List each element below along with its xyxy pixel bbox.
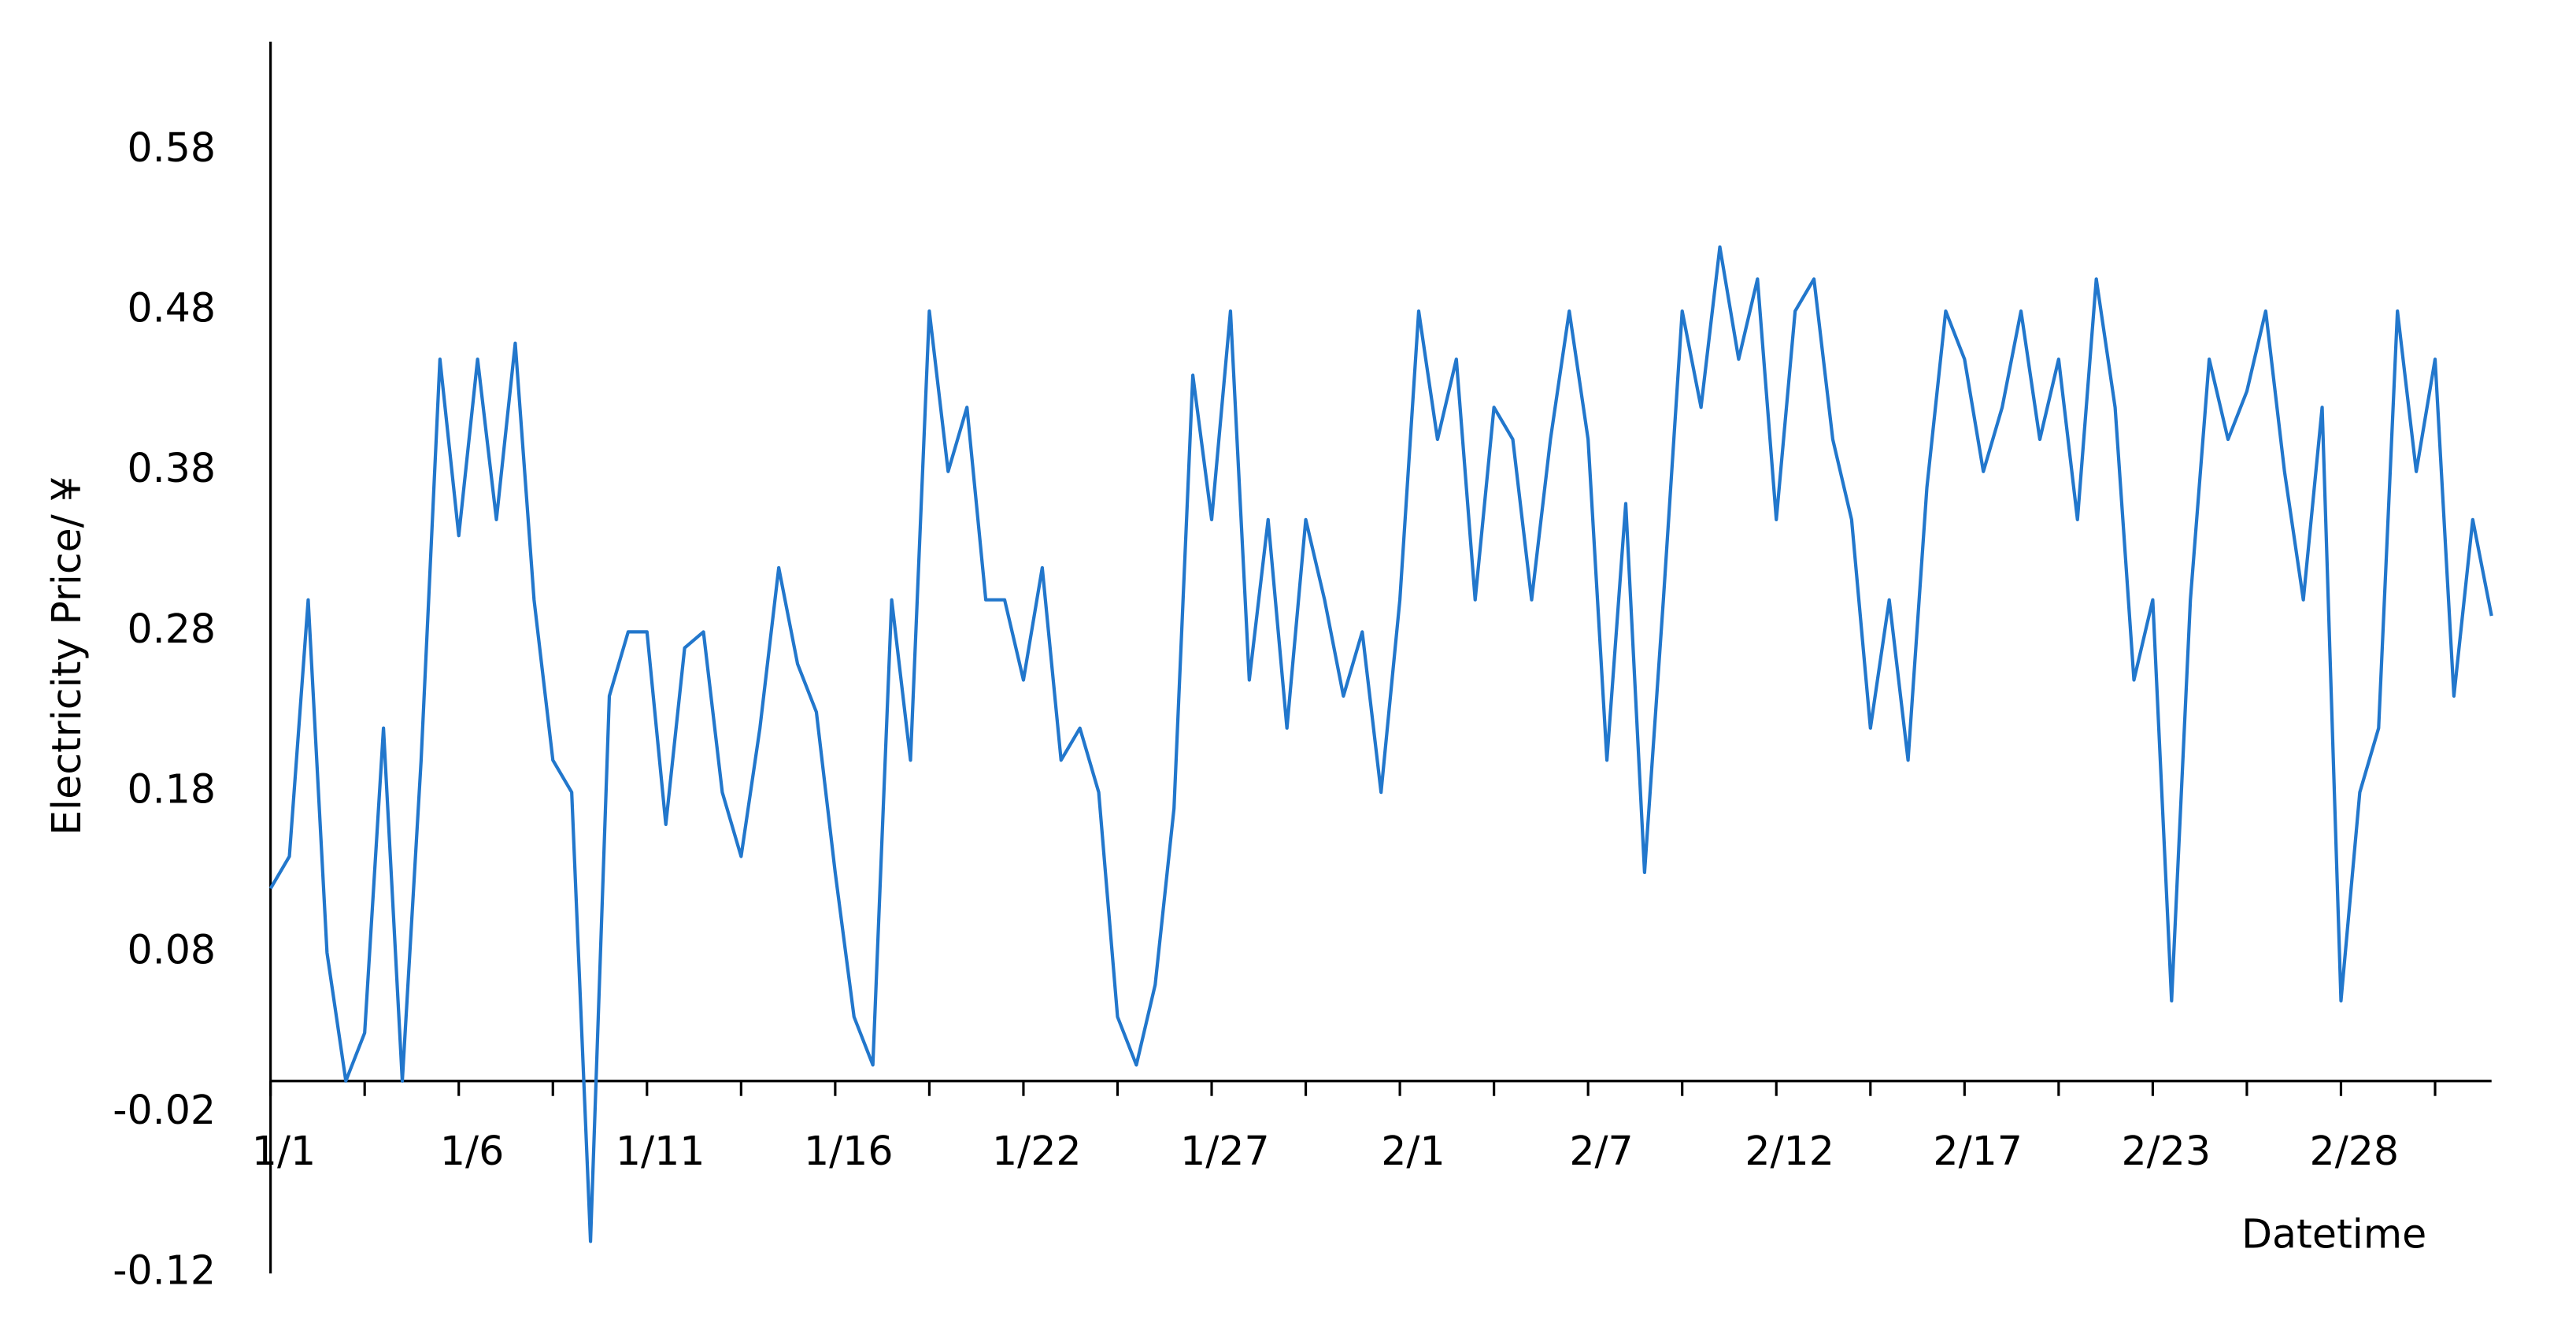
y-tick-label: 0.38 [127, 445, 216, 491]
x-tick-label: 1/6 [440, 1128, 504, 1174]
x-tick-label: 2/1 [1381, 1128, 1445, 1174]
y-tick-label: 0.18 [127, 766, 216, 813]
x-tick-label: 2/17 [1933, 1128, 2023, 1174]
y-tick-label: 0.08 [127, 926, 216, 973]
x-tick-label: 1/22 [992, 1128, 1082, 1174]
y-tick-label: -0.12 [113, 1247, 216, 1294]
x-tick-label: 1/27 [1180, 1128, 1270, 1174]
x-axis-label: Datetime [2241, 1210, 2426, 1257]
x-tick-label: 1/16 [804, 1128, 894, 1174]
y-tick-label: 0.48 [127, 285, 216, 332]
x-tick-label: 2/7 [1569, 1128, 1633, 1174]
price-line [268, 245, 2493, 1243]
x-tick-label: 1/11 [616, 1128, 705, 1174]
y-tick-label: 0.58 [127, 124, 216, 171]
y-axis-label: Electricity Price/ ¥ [43, 476, 90, 836]
x-tick-label: 2/28 [2310, 1128, 2400, 1174]
y-tick-label: -0.02 [113, 1087, 216, 1133]
x-tick-label: 2/12 [1745, 1128, 1834, 1174]
x-tick-label: 2/23 [2121, 1128, 2211, 1174]
x-tick-label: 1/1 [252, 1128, 316, 1174]
y-tick-label: 0.28 [127, 606, 216, 652]
